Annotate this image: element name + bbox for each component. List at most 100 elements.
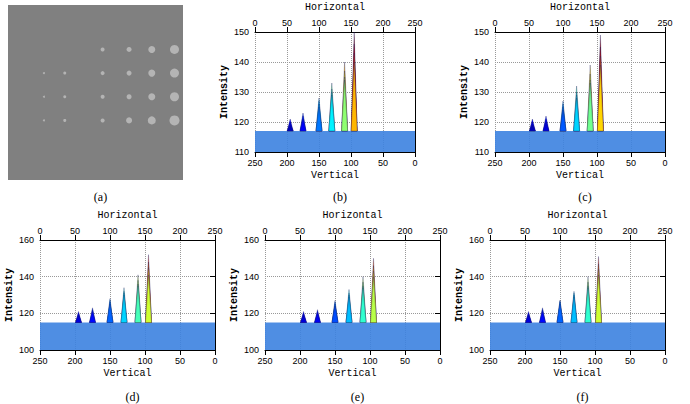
svg-text:140: 140 (474, 57, 489, 67)
svg-text:200: 200 (397, 226, 412, 236)
svg-text:110: 110 (235, 147, 249, 157)
svg-text:250: 250 (247, 158, 262, 168)
svg-text:0: 0 (662, 356, 667, 366)
svg-text:160: 160 (19, 235, 34, 245)
svg-text:100: 100 (137, 356, 152, 366)
svg-text:120: 120 (469, 308, 484, 318)
svg-text:200: 200 (172, 226, 187, 236)
svg-text:Horizontal: Horizontal (97, 210, 157, 221)
svg-text:(e): (e) (351, 390, 364, 404)
svg-text:0: 0 (662, 158, 667, 168)
svg-text:0: 0 (262, 226, 267, 236)
svg-text:Intensity: Intensity (454, 268, 465, 322)
svg-text:150: 150 (587, 226, 602, 236)
svg-text:50: 50 (282, 18, 292, 28)
svg-text:0: 0 (487, 226, 492, 236)
svg-text:100: 100 (362, 356, 377, 366)
svg-text:250: 250 (257, 356, 272, 366)
svg-text:100: 100 (311, 18, 326, 28)
svg-text:Horizontal: Horizontal (550, 2, 610, 13)
svg-text:130: 130 (234, 87, 249, 97)
svg-text:250: 250 (657, 18, 672, 28)
svg-text:(a): (a) (94, 190, 107, 204)
svg-text:50: 50 (520, 226, 530, 236)
svg-text:200: 200 (623, 18, 638, 28)
svg-text:(c): (c) (578, 190, 591, 204)
svg-text:150: 150 (102, 356, 117, 366)
svg-text:150: 150 (589, 18, 604, 28)
svg-text:Vertical: Vertical (103, 368, 151, 379)
svg-text:(d): (d) (126, 390, 140, 404)
svg-text:140: 140 (244, 272, 259, 282)
svg-text:250: 250 (482, 356, 497, 366)
svg-text:140: 140 (19, 272, 34, 282)
svg-text:(f): (f) (577, 390, 589, 404)
svg-text:0: 0 (37, 226, 42, 236)
svg-text:0: 0 (437, 356, 442, 366)
svg-text:160: 160 (244, 235, 259, 245)
svg-text:0: 0 (492, 18, 497, 28)
svg-text:100: 100 (19, 345, 34, 355)
svg-text:200: 200 (67, 356, 82, 366)
svg-text:160: 160 (469, 235, 484, 245)
svg-text:150: 150 (362, 226, 377, 236)
svg-text:200: 200 (292, 356, 307, 366)
svg-text:200: 200 (375, 18, 390, 28)
svg-text:100: 100 (589, 158, 604, 168)
svg-text:150: 150 (327, 356, 342, 366)
svg-text:Vertical: Vertical (556, 170, 604, 181)
svg-text:Vertical: Vertical (311, 170, 359, 181)
svg-text:200: 200 (521, 158, 536, 168)
svg-text:250: 250 (487, 158, 502, 168)
svg-text:Horizontal: Horizontal (322, 210, 382, 221)
svg-text:130: 130 (474, 87, 489, 97)
svg-text:250: 250 (207, 226, 222, 236)
svg-text:150: 150 (234, 27, 249, 37)
svg-text:50: 50 (524, 18, 534, 28)
svg-text:50: 50 (175, 356, 185, 366)
svg-text:100: 100 (552, 226, 567, 236)
svg-text:0: 0 (412, 158, 417, 168)
svg-text:Horizontal: Horizontal (547, 210, 607, 221)
svg-text:50: 50 (378, 158, 388, 168)
svg-text:200: 200 (279, 158, 294, 168)
svg-text:Intensity: Intensity (219, 65, 230, 119)
svg-text:120: 120 (19, 308, 34, 318)
svg-text:200: 200 (517, 356, 532, 366)
svg-text:100: 100 (469, 345, 484, 355)
svg-text:250: 250 (32, 356, 47, 366)
svg-text:140: 140 (469, 272, 484, 282)
svg-text:250: 250 (432, 226, 447, 236)
svg-text:110: 110 (475, 147, 489, 157)
svg-text:Vertical: Vertical (328, 368, 376, 379)
svg-text:120: 120 (474, 117, 489, 127)
svg-text:0: 0 (212, 356, 217, 366)
svg-text:100: 100 (327, 226, 342, 236)
svg-text:120: 120 (244, 308, 259, 318)
svg-text:Vertical: Vertical (553, 368, 601, 379)
svg-text:Intensity: Intensity (229, 268, 240, 322)
svg-text:200: 200 (622, 226, 637, 236)
svg-text:140: 140 (234, 57, 249, 67)
svg-text:250: 250 (407, 18, 422, 28)
svg-text:50: 50 (400, 356, 410, 366)
svg-text:(b): (b) (333, 190, 347, 204)
svg-text:50: 50 (295, 226, 305, 236)
svg-text:150: 150 (137, 226, 152, 236)
svg-text:50: 50 (70, 226, 80, 236)
svg-text:120: 120 (234, 117, 249, 127)
svg-text:Horizontal: Horizontal (305, 2, 365, 13)
svg-text:150: 150 (474, 27, 489, 37)
svg-text:100: 100 (343, 158, 358, 168)
svg-text:Intensity: Intensity (4, 268, 15, 322)
svg-text:150: 150 (311, 158, 326, 168)
svg-text:0: 0 (252, 18, 257, 28)
svg-text:100: 100 (244, 345, 259, 355)
svg-text:100: 100 (555, 18, 570, 28)
svg-text:100: 100 (587, 356, 602, 366)
svg-text:150: 150 (552, 356, 567, 366)
svg-text:100: 100 (102, 226, 117, 236)
svg-text:150: 150 (555, 158, 570, 168)
svg-text:50: 50 (625, 356, 635, 366)
svg-text:250: 250 (657, 226, 672, 236)
